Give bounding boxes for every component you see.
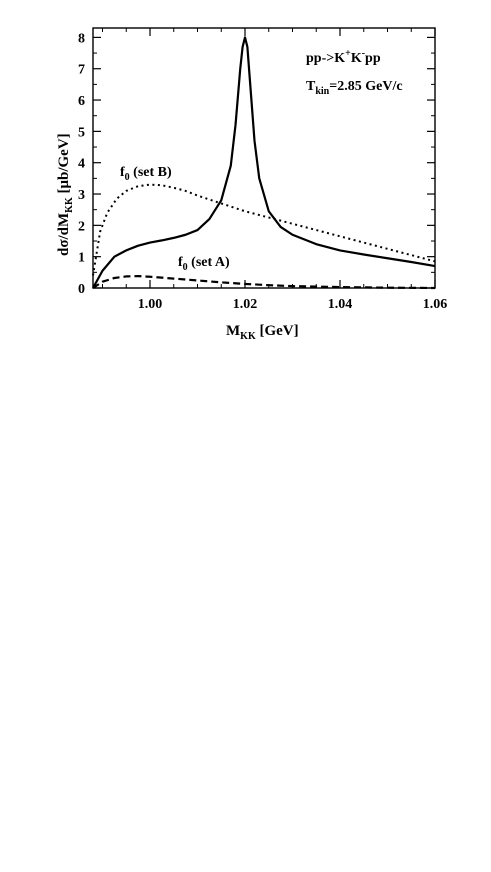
- y-tick-label: 5: [78, 125, 85, 140]
- y-axis-label: dσ/dMKK [μb/GeV]: [56, 133, 75, 256]
- y-tick-label: 4: [78, 157, 85, 172]
- y-tick-label: 6: [78, 94, 85, 109]
- x-axis-label: MKK [GeV]: [226, 323, 299, 342]
- set-a-label: f0 (set A): [178, 255, 230, 273]
- x-tick-label: 1.06: [423, 297, 448, 312]
- y-tick-label: 8: [78, 31, 85, 46]
- series-line-solid: [92, 36, 436, 289]
- series-line-dashed: [92, 275, 436, 290]
- reaction-annotation: pp->K+K-pp: [306, 48, 381, 66]
- y-tick-label: 0: [78, 282, 85, 297]
- y-tick-label: 2: [78, 219, 85, 234]
- x-tick-label: 1.00: [138, 297, 163, 312]
- plot-frame: [92, 27, 436, 289]
- y-tick-label: 1: [78, 251, 85, 266]
- tkin-annotation: Tkin=2.85 GeV/c: [306, 79, 403, 97]
- y-tick-label: 7: [78, 63, 85, 78]
- y-tick-label: 3: [78, 188, 85, 203]
- chart: 1.00 1.02 1.04 1.06 0 1 2 3 4 5 6 7 8 MKK [GeV] dσ/d…: [56, 27, 448, 342]
- set-b-label: f0 (set B): [120, 165, 172, 183]
- x-tick-label: 1.02: [233, 297, 258, 312]
- x-tick-label: 1.04: [328, 297, 353, 312]
